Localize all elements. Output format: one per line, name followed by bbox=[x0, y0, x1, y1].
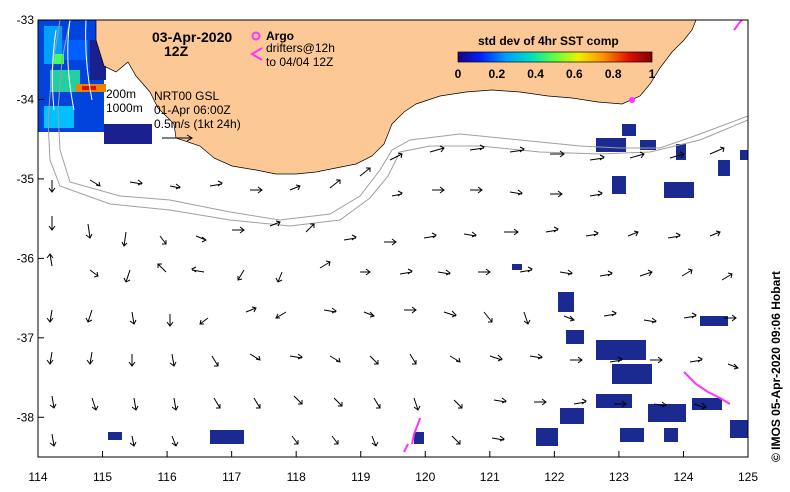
drifter-legend-until: to 04/04 12Z bbox=[266, 55, 333, 69]
x-tick-label-0: 114 bbox=[28, 470, 47, 484]
y-tick-label-4: -37 bbox=[17, 331, 35, 345]
y-tick-label-5: -38 bbox=[17, 410, 35, 424]
x-tick-label-6: 120 bbox=[415, 470, 435, 484]
isobath-200-label: 200m bbox=[106, 87, 136, 101]
colorbar-tick-1: 0.2 bbox=[488, 67, 505, 81]
colorbar-tick-4: 0.8 bbox=[605, 67, 622, 81]
x-tick-label-3: 117 bbox=[222, 470, 241, 484]
credit-label: © IMOS 05-Apr-2020 09:06 Hobart bbox=[769, 271, 783, 462]
sst-current-map: 114 115 116 117 118 119 120 121 122 123 124 125 -33… bbox=[0, 0, 790, 492]
argo-float-marker bbox=[629, 97, 635, 103]
product-label: NRT00 GSL bbox=[154, 89, 219, 103]
product-time: 01-Apr 06:00Z bbox=[154, 103, 231, 117]
colorbar-tick-5: 1 bbox=[649, 67, 656, 81]
x-tick-label-2: 116 bbox=[158, 470, 177, 484]
isobath-1000-label: 1000m bbox=[106, 101, 143, 115]
x-tick-label-7: 121 bbox=[480, 470, 500, 484]
map-time: 12Z bbox=[164, 43, 189, 59]
y-tick-label-3: -36 bbox=[17, 251, 35, 265]
x-tick-label-9: 123 bbox=[609, 470, 629, 484]
drifter-legend-label: drifters@12h bbox=[266, 41, 335, 55]
x-tick-label-10: 124 bbox=[673, 470, 693, 484]
colorbar bbox=[458, 52, 652, 62]
x-tick-label-11: 125 bbox=[738, 470, 758, 484]
x-tick-label-1: 115 bbox=[93, 470, 112, 484]
x-tick-label-5: 119 bbox=[351, 470, 370, 484]
colorbar-tick-3: 0.6 bbox=[566, 67, 583, 81]
colorbar-title: std dev of 4hr SST comp bbox=[478, 34, 619, 48]
y-tick-label-2: -35 bbox=[17, 172, 35, 186]
y-tick-label-0: -33 bbox=[17, 13, 35, 27]
y-tick-label-1: -34 bbox=[17, 92, 35, 106]
scale-label: 0.5m/s (1kt 24h) bbox=[154, 117, 241, 131]
x-tick-label-4: 118 bbox=[287, 470, 306, 484]
colorbar-tick-0: 0 bbox=[455, 67, 462, 81]
colorbar-tick-2: 0.4 bbox=[527, 67, 544, 81]
x-tick-label-8: 122 bbox=[544, 470, 564, 484]
